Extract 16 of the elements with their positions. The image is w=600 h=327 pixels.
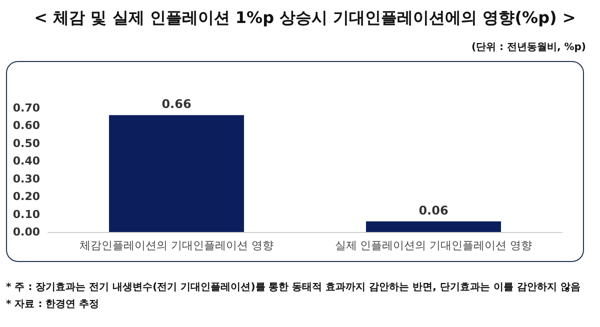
y-tick-label: 0.40 [12,154,40,168]
y-tick-label: 0.10 [12,208,40,221]
text: * 자료 : 한경연 추정 [6,298,100,312]
data-label: 0.06 [418,203,448,218]
y-tick-label: 0.20 [12,190,40,204]
chart-title: < 체감 및 실제 인플레이션 1%p 상승시 기대인플레이션에의 영향(%p) > [33,8,577,29]
x-tick-label: 실제 인플레이션의 기대인플레이션 영향 [334,239,532,252]
y-tick-label: 0.60 [12,119,40,132]
y-tick-label: 0.50 [12,136,40,150]
data-label: 0.66 [162,97,192,112]
y-tick-label: 0.00 [12,226,40,238]
y-tick-label: 0.30 [12,172,40,186]
text: * 주 : 장기효과는 전기 내생변수(전기 기대인플레이션)를 통한 동태적 효과까지 감안하는 반면, 단기효과는 이를 감안하지 않음 [6,281,580,295]
y-tick-label: 0.70 [12,102,40,114]
x-tick-label: 체감인플레이션의 기대인플레이션 영향 [80,239,274,252]
chart-subtitle: (단위 : 전년동월비, %p) [471,41,586,54]
